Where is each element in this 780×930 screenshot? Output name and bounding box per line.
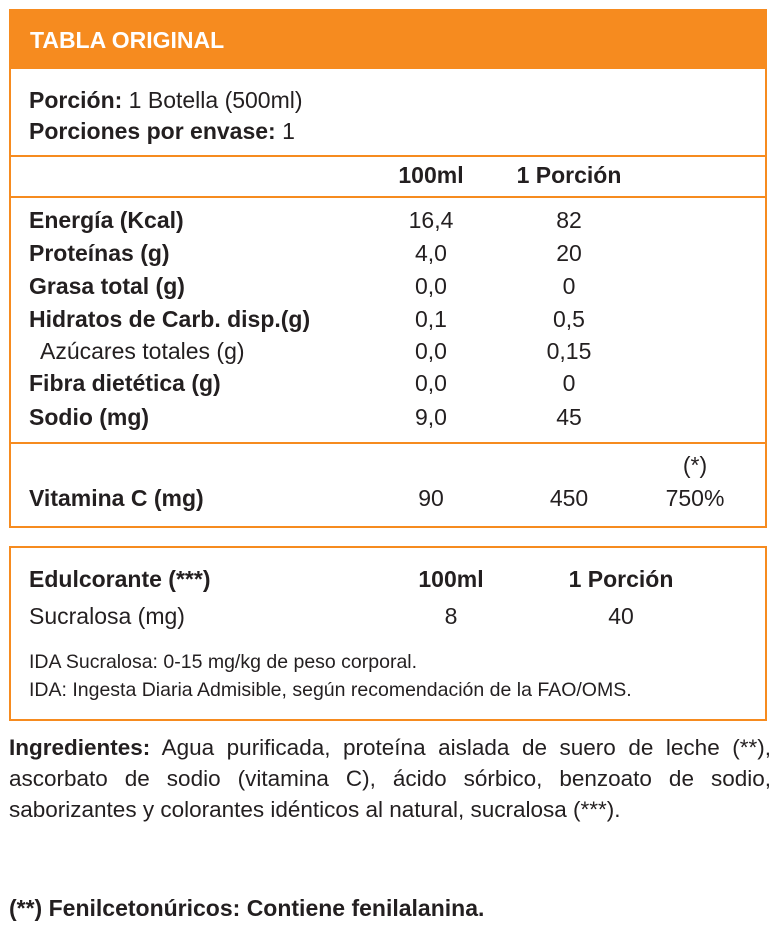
divider <box>11 196 765 198</box>
sweetener-column-portion: 1 Porción <box>568 566 674 592</box>
portions-value: 1 <box>282 118 295 144</box>
nutrient-value-100ml: 0,0 <box>415 370 447 396</box>
ingredients-label: Ingredientes: <box>9 735 151 760</box>
sweetener-name: Sucralosa (mg) <box>29 603 185 629</box>
nutrient-value-portion: 0,15 <box>546 338 592 364</box>
nutrient-value-portion: 45 <box>556 404 582 430</box>
nutrient-value-100ml: 0,1 <box>415 306 447 332</box>
sweetener-value-portion: 40 <box>608 603 634 629</box>
nutrient-value-100ml: 16,4 <box>408 207 454 233</box>
nutrition-table: TABLA ORIGINAL Porción: 1 Botella (500ml… <box>9 9 767 528</box>
sweetener-note-definition: IDA: Ingesta Diaria Admisible, según rec… <box>29 679 632 701</box>
portions-label: Porciones por envase: <box>29 118 276 144</box>
portions-per-container-row: Porciones por envase: 1 <box>29 117 295 145</box>
table-title: TABLA ORIGINAL <box>30 27 225 53</box>
sweetener-column-100ml: 100ml <box>418 566 484 592</box>
portion-value: 1 Botella (500ml) <box>128 87 303 113</box>
nutrient-name: Proteínas (g) <box>29 240 170 266</box>
sweetener-note-ida: IDA Sucralosa: 0-15 mg/kg de peso corpor… <box>29 651 418 673</box>
column-header-portion: 1 Porción <box>516 162 622 188</box>
vitamin-percent: 750% <box>665 485 725 511</box>
ingredients-text: Agua purificada, proteína aislada de sue… <box>9 735 771 822</box>
nutrient-name: Grasa total (g) <box>29 273 185 299</box>
nutrient-value-portion: 20 <box>556 240 582 266</box>
nutrient-name: Sodio (mg) <box>29 404 150 430</box>
phenylketonuric-warning: (**) Fenilcetonúricos: Contiene fenilala… <box>9 895 485 921</box>
sweetener-header: Edulcorante (***) <box>29 566 211 592</box>
divider <box>11 442 765 444</box>
vitamin-value-portion: 450 <box>549 485 589 511</box>
nutrient-name: Hidratos de Carb. disp.(g) <box>29 306 311 332</box>
nutrient-name: Energía (Kcal) <box>29 207 184 233</box>
nutrient-value-100ml: 9,0 <box>415 404 447 430</box>
nutrient-value-100ml: 0,0 <box>415 273 447 299</box>
vitamin-value-100ml: 90 <box>418 485 444 511</box>
nutrient-value-portion: 0,5 <box>553 306 585 332</box>
sweetener-value-100ml: 8 <box>444 603 458 629</box>
portion-row: Porción: 1 Botella (500ml) <box>29 86 303 114</box>
nutrient-value-portion: 0 <box>562 370 576 396</box>
nutrient-value-portion: 82 <box>556 207 582 233</box>
sweetener-table: Edulcorante (***) 100ml 1 Porción Sucral… <box>9 546 767 721</box>
nutrient-value-portion: 0 <box>562 273 576 299</box>
vitamin-name: Vitamina C (mg) <box>29 485 204 511</box>
divider <box>11 155 765 157</box>
vitamin-note: (*) <box>682 452 708 478</box>
nutrient-name: Fibra dietética (g) <box>29 370 221 396</box>
nutrient-value-100ml: 4,0 <box>415 240 447 266</box>
nutrient-name-sub: Azúcares totales (g) <box>40 338 245 364</box>
column-header-100ml: 100ml <box>398 162 464 188</box>
table-header-bar: TABLA ORIGINAL <box>11 11 765 69</box>
portion-label: Porción: <box>29 87 123 113</box>
ingredients-paragraph: Ingredientes: Agua purificada, proteína … <box>9 732 771 825</box>
nutrient-value-100ml: 0,0 <box>415 338 447 364</box>
